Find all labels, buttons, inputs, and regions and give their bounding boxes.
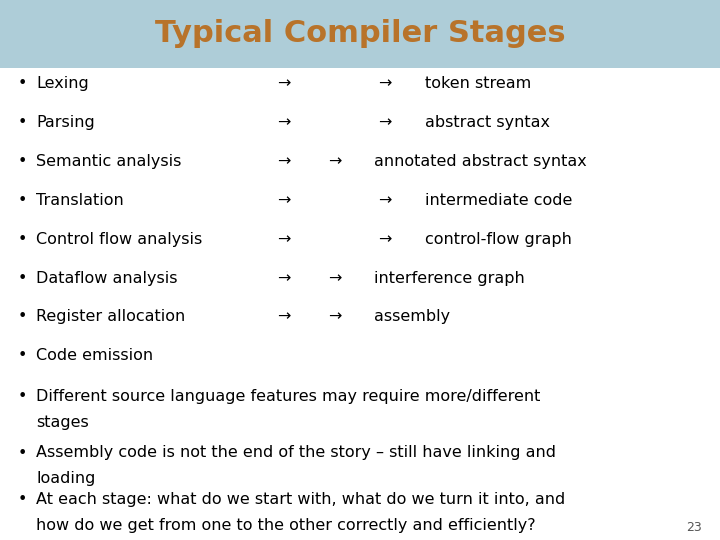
Text: how do we get from one to the other correctly and efficiently?: how do we get from one to the other corr… (36, 518, 536, 534)
Text: •: • (18, 232, 27, 247)
Text: Translation: Translation (36, 193, 124, 208)
Text: →: → (378, 193, 392, 208)
Text: Control flow analysis: Control flow analysis (36, 232, 202, 247)
Text: token stream: token stream (425, 76, 531, 91)
Text: →: → (328, 271, 341, 286)
Text: →: → (328, 154, 341, 169)
Text: •: • (18, 309, 27, 325)
Text: •: • (18, 492, 27, 508)
Text: →: → (277, 271, 291, 286)
Text: Typical Compiler Stages: Typical Compiler Stages (155, 19, 565, 48)
Text: →: → (328, 309, 341, 325)
Text: →: → (277, 76, 291, 91)
Text: →: → (277, 115, 291, 130)
Text: •: • (18, 193, 27, 208)
Text: interference graph: interference graph (374, 271, 525, 286)
Text: →: → (378, 115, 392, 130)
Text: 23: 23 (686, 521, 702, 534)
Text: •: • (18, 154, 27, 169)
Text: abstract syntax: abstract syntax (425, 115, 550, 130)
Text: Code emission: Code emission (36, 348, 153, 363)
Text: •: • (18, 348, 27, 363)
Text: •: • (18, 389, 27, 404)
Text: →: → (277, 232, 291, 247)
Text: →: → (378, 232, 392, 247)
Text: Assembly code is not the end of the story – still have linking and: Assembly code is not the end of the stor… (36, 446, 556, 461)
Text: annotated abstract syntax: annotated abstract syntax (374, 154, 587, 169)
Text: •: • (18, 271, 27, 286)
Text: loading: loading (36, 471, 95, 487)
Text: stages: stages (36, 415, 89, 430)
Text: →: → (277, 193, 291, 208)
Text: assembly: assembly (374, 309, 451, 325)
Text: •: • (18, 446, 27, 461)
Text: →: → (277, 309, 291, 325)
Text: Semantic analysis: Semantic analysis (36, 154, 181, 169)
Text: →: → (378, 76, 392, 91)
Text: Lexing: Lexing (36, 76, 89, 91)
Text: At each stage: what do we start with, what do we turn it into, and: At each stage: what do we start with, wh… (36, 492, 565, 508)
Text: •: • (18, 115, 27, 130)
Text: Dataflow analysis: Dataflow analysis (36, 271, 178, 286)
Text: →: → (277, 154, 291, 169)
Bar (0, 0, 720, 68)
Text: Different source language features may require more/different: Different source language features may r… (36, 389, 541, 404)
Text: Parsing: Parsing (36, 115, 95, 130)
Text: Register allocation: Register allocation (36, 309, 185, 325)
Text: intermediate code: intermediate code (425, 193, 572, 208)
Text: control-flow graph: control-flow graph (425, 232, 572, 247)
Text: •: • (18, 76, 27, 91)
